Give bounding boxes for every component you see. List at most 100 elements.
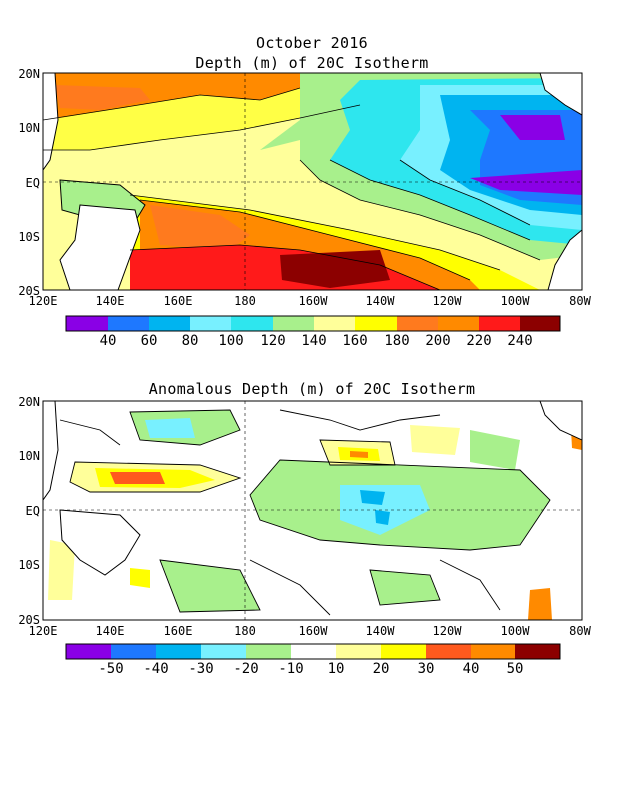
map2-lon-label: 80W xyxy=(569,624,591,638)
map1-colorbar-swatch xyxy=(108,316,149,331)
map2-patch xyxy=(160,560,260,612)
map1-lon-label: 140E xyxy=(95,294,125,308)
map2-colorbar-label: -50 xyxy=(98,661,124,677)
map1-gridlines xyxy=(43,73,582,290)
map2-frame xyxy=(42,400,583,621)
map1-north-yellow xyxy=(43,88,300,150)
map1-lon-label: 120W xyxy=(432,294,462,308)
map2-lon-label: 160W xyxy=(298,624,328,638)
map1-east-purple-eq xyxy=(470,170,582,195)
map1-lon-label: 180 xyxy=(234,294,256,308)
map1-colorbar-swatch xyxy=(149,316,190,331)
map2-lon-label: 160E xyxy=(163,624,193,638)
map1-colorbar-swatch xyxy=(520,316,560,331)
map2-colorbar-label: -30 xyxy=(188,661,214,677)
map1-lat-label: 20N xyxy=(18,67,40,81)
map2-colorbar-label: 50 xyxy=(506,661,524,677)
map2-lon-label: 100W xyxy=(500,624,530,638)
map1-colorbar-label: 60 xyxy=(140,333,158,349)
map2-colorbar-swatch xyxy=(426,644,471,659)
map2-colorbar-swatch xyxy=(515,644,560,659)
map1-land-southamerica xyxy=(547,229,582,290)
map1-colorbar-label: 240 xyxy=(507,333,533,349)
map1-land-newguinea-australia xyxy=(59,204,141,290)
map1-lat-label: 10N xyxy=(18,121,40,135)
map1-colorbar-label: 160 xyxy=(342,333,368,349)
map2-lon-label: 140W xyxy=(365,624,395,638)
map1-lat-label: 20S xyxy=(18,284,40,298)
map2-colorbar xyxy=(65,643,561,660)
map1-colorbar-label: 140 xyxy=(301,333,327,349)
map1-colorbar-label: 120 xyxy=(260,333,286,349)
map1-colorbar-label: 80 xyxy=(181,333,199,349)
map1-lat-label: EQ xyxy=(25,176,40,190)
map1-lon-label: 100W xyxy=(500,294,530,308)
map2-lon-label: 140E xyxy=(95,624,125,638)
map1-contours xyxy=(43,87,541,290)
map1-east-purple-n xyxy=(500,115,565,140)
map1-south-orange-core xyxy=(150,205,250,250)
map1-colorbar-swatch xyxy=(438,316,479,331)
map1-lon-label: 160W xyxy=(298,294,328,308)
map2-lat-label: 20S xyxy=(18,613,40,627)
map1-colorbar-swatch xyxy=(190,316,231,331)
map2-patch xyxy=(145,418,195,438)
map2-lat-label: 20N xyxy=(18,395,40,409)
map2-patch xyxy=(48,540,75,600)
map2-contours xyxy=(59,409,551,616)
map2-patch xyxy=(410,425,460,455)
map2-colorbar-swatch xyxy=(291,644,336,659)
map2-colorbar-label: 20 xyxy=(372,661,390,677)
map2-land-centralamerica xyxy=(539,401,582,441)
map1-colorbar-label: 100 xyxy=(218,333,244,349)
map1-colorbar xyxy=(65,315,561,332)
map2-colorbar-swatch xyxy=(246,644,291,659)
map2-patch xyxy=(375,510,390,525)
map1-colorbar-label: 40 xyxy=(99,333,117,349)
map2-patch xyxy=(370,570,440,605)
map2-lat-label: 10N xyxy=(18,449,40,463)
map1-colorbar-swatch xyxy=(355,316,397,331)
map1-colorbar-swatch xyxy=(479,316,520,331)
map1-lon-label: 140W xyxy=(365,294,395,308)
map1-colorbar-swatch xyxy=(314,316,355,331)
map1-land-asia xyxy=(43,73,59,171)
map2-land-indonesia xyxy=(59,509,141,576)
map2-colorbar-label: -40 xyxy=(143,661,169,677)
map1-colorbar-label: 200 xyxy=(425,333,451,349)
map2-colorbar-swatch xyxy=(381,644,426,659)
map1-field xyxy=(43,73,582,290)
map2-patch xyxy=(470,430,520,470)
map1-frame xyxy=(42,72,583,291)
map2-colorbar-label: 10 xyxy=(327,661,345,677)
map2-patch xyxy=(350,451,368,458)
map2-lon-label: 180 xyxy=(234,624,256,638)
map2-gridlines xyxy=(43,401,582,620)
map2-title: Anomalous Depth (m) of 20C Isotherm xyxy=(148,380,476,398)
map2-colorbar-swatch xyxy=(471,644,515,659)
map2-colorbar-label: -20 xyxy=(233,661,259,677)
map1-lon-label: 160E xyxy=(163,294,193,308)
map1-land-centralamerica xyxy=(539,73,582,116)
map2-colorbar-swatch xyxy=(111,644,156,659)
map2-patch xyxy=(528,588,552,620)
map2-colorbar-swatch xyxy=(201,644,246,659)
map2-field xyxy=(43,401,582,620)
map2-land-asia xyxy=(43,401,59,501)
map2-lon-label: 120E xyxy=(28,624,58,638)
map2-colorbar-swatch xyxy=(66,644,111,659)
map2-colorbar-label: 30 xyxy=(417,661,435,677)
map1-lon-label: 120E xyxy=(28,294,58,308)
map1-north-warm-core xyxy=(55,85,150,110)
map1-lon-label: 80W xyxy=(569,294,591,308)
map1-lat-label: 10S xyxy=(18,230,40,244)
map2-colorbar-label: -10 xyxy=(278,661,304,677)
map1-colorbar-label: 180 xyxy=(384,333,410,349)
map1-title-line1: October 2016 xyxy=(256,34,368,52)
map1-colorbar-swatch xyxy=(273,316,314,331)
map1-colorbar-swatch xyxy=(66,316,108,331)
map2-patch xyxy=(110,472,165,484)
map2-lat-label: EQ xyxy=(25,504,40,518)
map1-colorbar-swatch xyxy=(397,316,438,331)
